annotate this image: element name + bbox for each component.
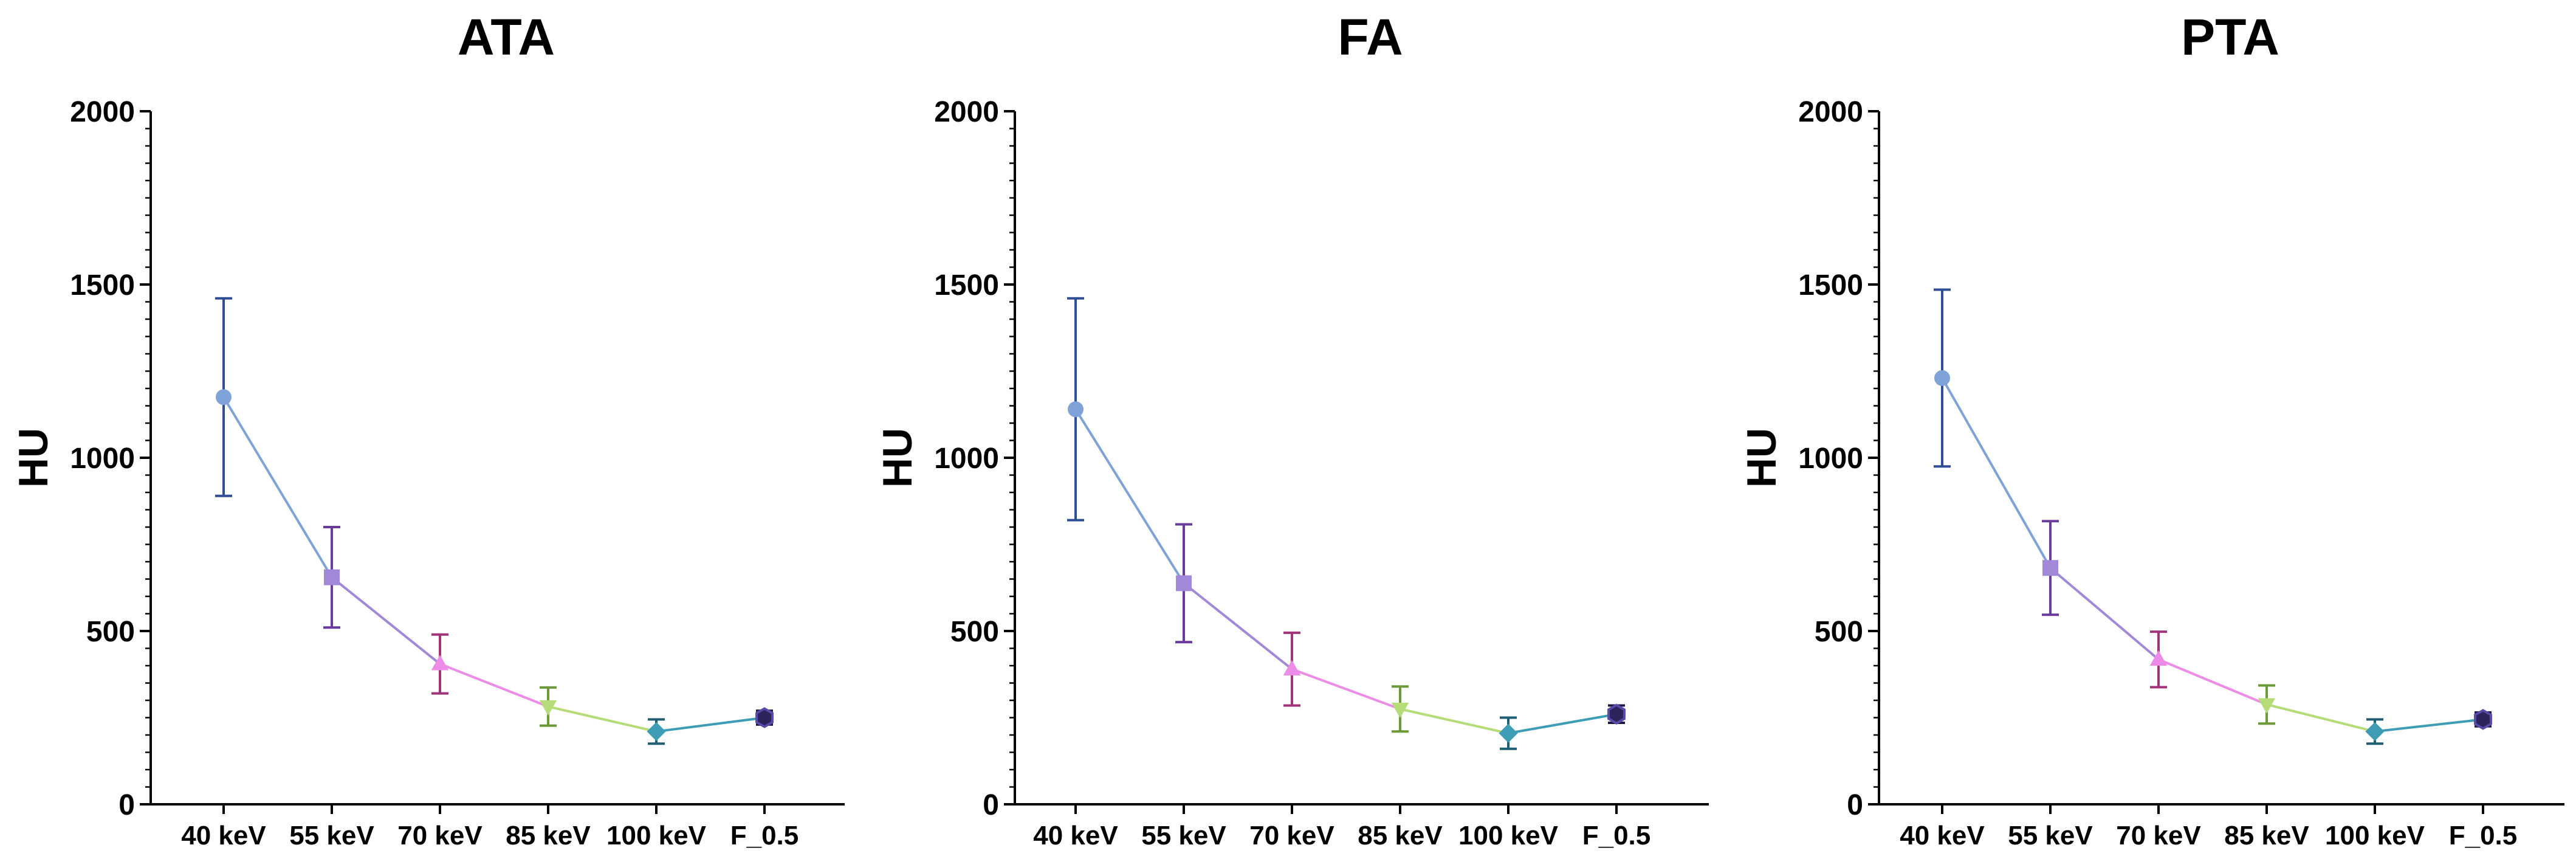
data-point-70-kev: [1283, 660, 1301, 676]
series-line-segment: [1508, 712, 1617, 735]
x-tick-label: F_0.5: [1582, 821, 1651, 850]
x-tick-label: F_0.5: [730, 821, 799, 850]
data-point-f-0-5: [755, 707, 774, 728]
x-tick-label: 85 keV: [2224, 821, 2309, 850]
series-line-segment: [656, 716, 765, 733]
y-tick-label: 500: [950, 616, 999, 648]
series-line-segment: [2049, 567, 2160, 661]
y-tick-label: 500: [1815, 616, 1863, 648]
x-tick-label: 100 keV: [606, 821, 707, 850]
y-tick-label: 2000: [1798, 96, 1863, 128]
data-point-100-kev: [2365, 722, 2385, 741]
y-axis-label: HU: [1739, 428, 1785, 488]
y-tick-label: 1500: [1798, 269, 1863, 302]
series-line-segment: [2374, 718, 2484, 733]
x-tick-label: 70 keV: [2116, 821, 2201, 850]
chart-panel-ata: ATA HU 0 500 1000 1500 2000 40 keV 55 keV 70 keV 8…: [10, 9, 845, 850]
x-tick-label: 55 keV: [2008, 821, 2093, 850]
x-tick-label: F_0.5: [2449, 821, 2518, 850]
x-tick-label: 70 keV: [397, 821, 483, 850]
y-tick-label: 0: [118, 789, 135, 821]
series-line-segment: [1291, 668, 1401, 711]
y-tick-label: 1000: [70, 443, 135, 475]
x-tick-label: 100 keV: [1458, 821, 1559, 850]
x-tick-label: 100 keV: [2325, 821, 2425, 850]
series-line-segment: [439, 663, 549, 708]
data-point-85-kev: [539, 700, 557, 716]
y-tick-label: 1000: [1798, 443, 1863, 475]
y-tick-label: 1500: [70, 269, 135, 302]
x-tick-label: 85 keV: [1358, 821, 1443, 850]
y-axis-label: HU: [874, 428, 921, 488]
data-point-100-kev: [647, 722, 666, 741]
series-line-segment: [1400, 708, 1509, 735]
y-tick-label: 0: [1847, 789, 1863, 821]
series-line-segment: [2158, 658, 2267, 706]
data-point-40-kev: [216, 389, 232, 405]
data-point-40-kev: [1934, 370, 1950, 386]
y-tick-label: 2000: [934, 96, 999, 128]
series-line-segment: [1941, 377, 2052, 569]
y-tick-label: 2000: [70, 96, 135, 128]
x-tick-label: 40 keV: [1900, 821, 1985, 850]
data-point-40-kev: [1068, 401, 1084, 418]
series-line-segment: [2266, 703, 2375, 733]
chart-panel-fa: FA HU 0 500 1000 1500 2000 40 keV 55 keV 70 keV 85…: [874, 9, 1709, 850]
x-tick-label: 70 keV: [1249, 821, 1334, 850]
series-line-segment: [1183, 582, 1293, 671]
data-point-55-kev: [324, 569, 340, 585]
y-tick-label: 1500: [934, 269, 999, 302]
x-tick-label: 55 keV: [1141, 821, 1226, 850]
chart-title: PTA: [2181, 9, 2279, 66]
x-tick-label: 85 keV: [506, 821, 591, 850]
data-point-85-kev: [2258, 698, 2276, 714]
series-line-segment: [548, 705, 657, 733]
y-tick-label: 1000: [934, 443, 999, 475]
series-line-segment: [222, 396, 333, 578]
series-line-segment: [1074, 409, 1185, 584]
chart-title: ATA: [458, 9, 555, 66]
x-tick-label: 40 keV: [181, 821, 266, 850]
data-point-f-0-5: [1607, 703, 1626, 725]
chart-panel-pta: PTA HU 0 500 1000 1500 2000 40 keV 55 keV 70 keV 8…: [1739, 9, 2564, 850]
chart-title: FA: [1338, 9, 1403, 66]
y-tick-label: 0: [983, 789, 999, 821]
data-point-55-kev: [1176, 575, 1192, 592]
data-point-100-kev: [1499, 723, 1518, 743]
x-tick-label: 55 keV: [289, 821, 374, 850]
data-point-70-kev: [431, 655, 449, 671]
y-tick-label: 500: [86, 616, 135, 648]
data-point-55-kev: [2042, 560, 2058, 576]
data-point-70-kev: [2149, 650, 2168, 666]
data-point-f-0-5: [2474, 709, 2492, 730]
y-axis-label: HU: [10, 428, 57, 488]
series-line-segment: [331, 576, 441, 665]
data-point-85-kev: [1391, 702, 1409, 719]
x-tick-label: 40 keV: [1033, 821, 1118, 850]
